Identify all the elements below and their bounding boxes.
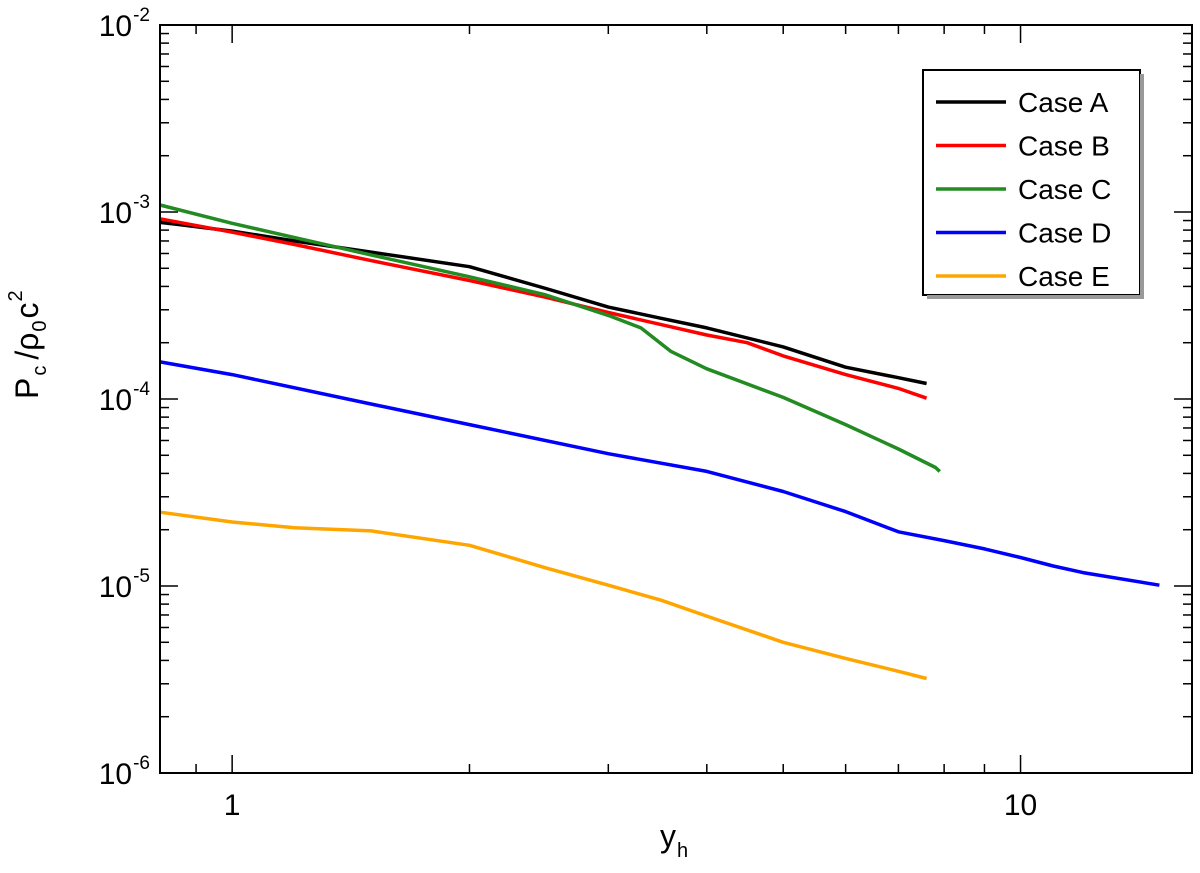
legend: Case A Case B Case C Case D Case E: [922, 69, 1144, 299]
y-tick-label: 10-5: [99, 566, 150, 604]
legend-label-case-d: Case D: [1018, 218, 1111, 249]
x-tick-labels: 1 10: [224, 789, 1037, 822]
y-tick-label: 10-2: [99, 5, 150, 43]
legend-label-case-b: Case B: [1018, 131, 1110, 162]
legend-shadow: [1140, 74, 1144, 299]
y-tick-label: 10-4: [99, 379, 151, 417]
series-line-case-c: [159, 203, 941, 473]
plot-frame: [159, 24, 1193, 774]
y-tick-label: 10-6: [99, 753, 150, 791]
y-tick-labels: 10-2 10-3 10-4 10-5 10-6: [99, 5, 151, 791]
series-line-case-d: [159, 360, 1160, 587]
legend-shadow-bottom: [927, 295, 1144, 299]
x-tick-label: 1: [224, 789, 241, 822]
legend-label-case-e: Case E: [1018, 261, 1110, 292]
plot-series: [159, 203, 1160, 681]
axis-ticks: [160, 25, 1192, 774]
series-line-case-e: [159, 510, 928, 681]
y-tick-label: 10-3: [99, 192, 150, 230]
x-tick-label: 10: [1004, 789, 1037, 822]
x-axis-title: yh: [660, 818, 688, 862]
series-line-case-b: [159, 217, 928, 400]
y-axis-title: Pc/ρ0c2: [5, 290, 51, 399]
legend-box: [922, 69, 1141, 296]
legend-label-case-c: Case C: [1018, 174, 1111, 205]
legend-label-case-a: Case A: [1018, 87, 1109, 118]
